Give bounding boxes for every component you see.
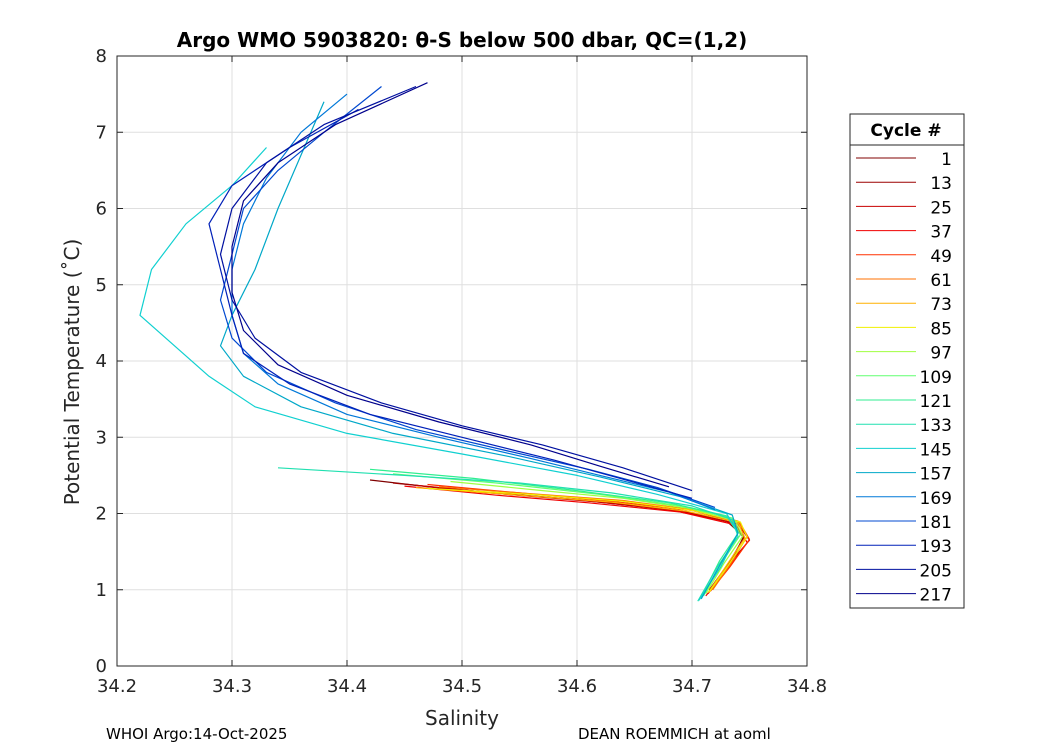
x-tick-label: 34.4 [327, 676, 367, 697]
series-line-cycle-169 [231, 93, 716, 511]
series-line-cycle-157 [219, 101, 739, 600]
legend-title: Cycle # [870, 121, 941, 141]
footer-left: WHOI Argo:14-Oct-2025 [106, 725, 288, 743]
legend: Cycle # 1 13 25 37 49 61 73 85 97 109 121 133 145 157… [849, 113, 965, 609]
legend-label-73: 73 [930, 295, 952, 315]
y-tick-label: 3 [96, 427, 107, 448]
y-tick-label: 5 [96, 275, 107, 296]
y-tick-label: 1 [96, 580, 107, 601]
legend-entries: 1 13 25 37 49 61 73 85 97 109 121 133 145 157 169 181 19… [856, 150, 952, 606]
series-line-cycle-205 [219, 85, 693, 492]
y-tick-label: 0 [96, 656, 107, 677]
y-tick-label: 4 [96, 351, 107, 372]
legend-label-205: 205 [920, 561, 952, 581]
x-tick-label: 34.7 [672, 676, 712, 697]
series-line-cycle-193 [208, 108, 693, 499]
series-line-cycle-73 [415, 487, 746, 594]
legend-label-25: 25 [930, 198, 952, 218]
legend-label-13: 13 [930, 174, 952, 194]
legend-label-157: 157 [920, 465, 952, 485]
series-line-cycle-97 [450, 480, 744, 594]
series-line-cycle-145 [139, 147, 739, 601]
legend-label-181: 181 [920, 513, 952, 533]
y-tick-label: 8 [96, 46, 107, 67]
x-tick-label: 34.6 [557, 676, 597, 697]
y-tick-label: 2 [96, 504, 107, 525]
x-tick-label: 34.8 [787, 676, 827, 697]
x-tick-label: 34.5 [442, 676, 482, 697]
y-tick-label: 6 [96, 199, 107, 220]
legend-box [849, 113, 965, 609]
y-tick-label: 7 [96, 122, 107, 143]
legend-label-145: 145 [920, 440, 952, 460]
legend-label-121: 121 [920, 392, 952, 412]
legend-label-97: 97 [930, 344, 952, 364]
axis-ticks: 34.2 34.3 34.4 34.5 34.6 34.7 34.8 0 1 2 3 4 5 6 7 8 [96, 46, 827, 697]
series-line-cycle-217 [231, 82, 670, 488]
footer-right: DEAN ROEMMICH at aoml [578, 725, 771, 743]
series-lines [139, 82, 751, 602]
legend-label-49: 49 [930, 247, 952, 267]
legend-label-217: 217 [920, 586, 952, 606]
x-tick-label: 34.2 [97, 676, 137, 697]
legend-label-193: 193 [920, 537, 952, 557]
legend-label-109: 109 [920, 368, 952, 388]
legend-label-85: 85 [930, 319, 952, 339]
chart-title: Argo WMO 5903820: θ-S below 500 dbar, QC… [177, 28, 747, 52]
x-tick-label: 34.3 [212, 676, 252, 697]
legend-label-37: 37 [930, 223, 952, 243]
legend-label-133: 133 [920, 416, 952, 436]
legend-label-169: 169 [920, 489, 952, 509]
legend-label-1: 1 [941, 150, 952, 170]
y-axis-label: Potential Temperature (˚C) [60, 239, 84, 506]
x-axis-label: Salinity [425, 706, 499, 730]
series-line-cycle-121 [369, 468, 739, 598]
legend-label-61: 61 [930, 271, 952, 291]
